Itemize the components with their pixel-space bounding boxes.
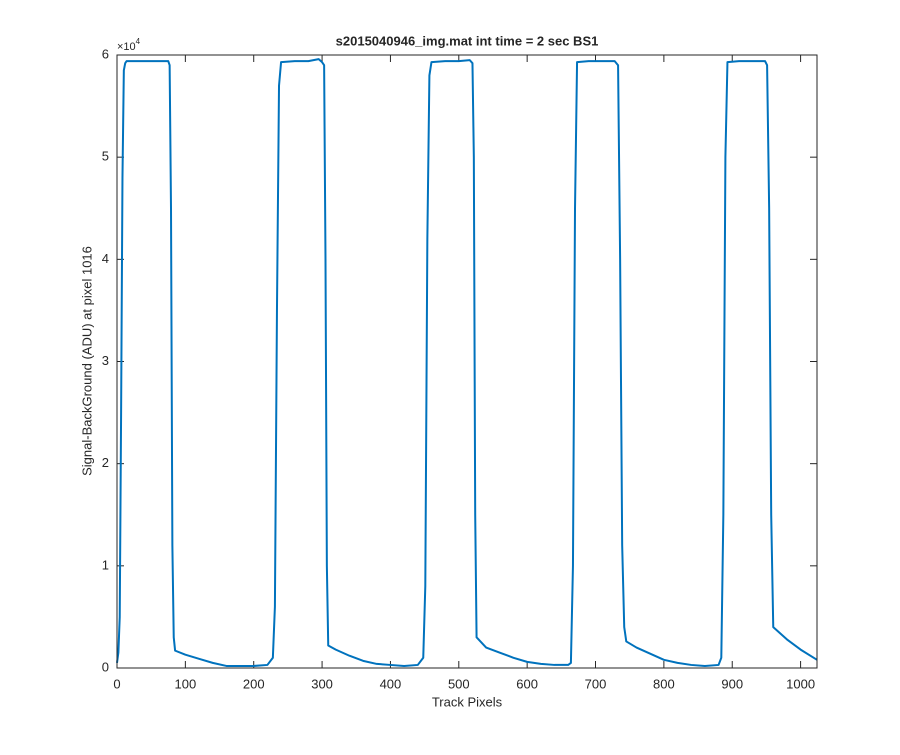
x-axis-label: Track Pixels — [432, 694, 503, 709]
chart-title: s2015040946_img.mat int time = 2 sec BS1 — [336, 33, 599, 48]
y-tick-label: 6 — [102, 46, 109, 61]
x-tick-label: 700 — [585, 676, 607, 691]
y-tick-label: 4 — [102, 251, 109, 266]
x-tick-label: 300 — [311, 676, 333, 691]
x-tick-label: 600 — [516, 676, 538, 691]
x-tick-label: 900 — [721, 676, 743, 691]
x-tick-label: 800 — [653, 676, 675, 691]
y-multiplier-base: ×10 — [117, 41, 136, 53]
x-tick-label: 1000 — [786, 676, 815, 691]
data-line — [116, 58, 818, 667]
y-tick-label: 1 — [102, 557, 109, 572]
x-tick-label: 500 — [448, 676, 470, 691]
y-tick-label: 3 — [102, 353, 109, 368]
x-tick-label: 100 — [175, 676, 197, 691]
x-tick-label: 0 — [113, 676, 120, 691]
x-tick-label: 200 — [243, 676, 265, 691]
x-tick-label: 400 — [380, 676, 402, 691]
y-tick-label: 5 — [102, 149, 109, 164]
y-tick-label: 2 — [102, 455, 109, 470]
y-multiplier: ×104 — [117, 37, 141, 53]
y-tick-label: 0 — [102, 659, 109, 674]
y-multiplier-exponent: 4 — [136, 37, 141, 46]
plot-frame — [116, 54, 818, 669]
y-axis-label: Signal-BackGround (ADU) at pixel 1016 — [79, 246, 94, 476]
